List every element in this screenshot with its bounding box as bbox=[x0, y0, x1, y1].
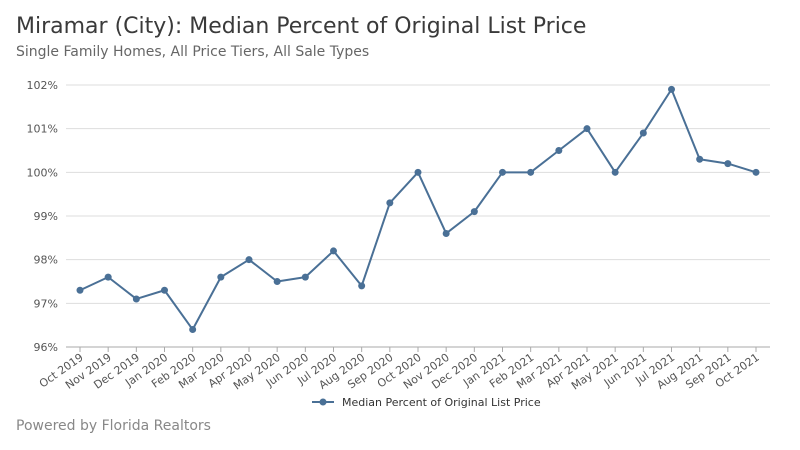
data-point[interactable] bbox=[527, 168, 535, 176]
data-point[interactable] bbox=[104, 273, 112, 281]
series-line-layer bbox=[76, 85, 760, 334]
data-point[interactable] bbox=[273, 278, 281, 285]
data-point[interactable] bbox=[555, 147, 563, 154]
y-tick-label: 102% bbox=[27, 79, 58, 92]
grid-lines bbox=[66, 84, 770, 348]
data-point[interactable] bbox=[76, 286, 84, 294]
data-point[interactable] bbox=[499, 168, 506, 176]
legend-item-label[interactable]: Median Percent of Original List Price bbox=[342, 396, 541, 409]
y-tick-label: 96% bbox=[34, 341, 58, 354]
data-point[interactable] bbox=[217, 273, 225, 281]
y-tick-label: 101% bbox=[27, 123, 58, 136]
y-tick-label: 100% bbox=[27, 166, 58, 179]
data-point[interactable] bbox=[611, 168, 619, 176]
data-point[interactable] bbox=[245, 256, 253, 264]
y-axis: 96% 97% 98% 99% 100% 101% 102% bbox=[27, 79, 58, 354]
data-point[interactable] bbox=[442, 229, 450, 237]
data-point[interactable] bbox=[724, 160, 732, 168]
y-tick-label: 97% bbox=[34, 297, 58, 310]
data-point[interactable] bbox=[668, 85, 675, 93]
data-point[interactable] bbox=[639, 129, 647, 137]
data-point[interactable] bbox=[132, 295, 140, 303]
data-point[interactable] bbox=[752, 168, 760, 176]
legend-swatch-marker bbox=[319, 398, 327, 406]
chart-title: Miramar (City): Median Percent of Origin… bbox=[16, 14, 587, 39]
data-point[interactable] bbox=[358, 282, 366, 290]
legend[interactable]: Median Percent of Original List Price bbox=[312, 396, 541, 409]
data-point[interactable] bbox=[189, 326, 197, 334]
data-point[interactable] bbox=[301, 273, 309, 281]
series-line bbox=[79, 88, 757, 331]
chart-subtitle: Single Family Homes, All Price Tiers, Al… bbox=[16, 44, 370, 60]
data-point[interactable] bbox=[583, 125, 591, 133]
data-point[interactable] bbox=[696, 155, 704, 163]
data-point[interactable] bbox=[470, 208, 478, 216]
data-point[interactable] bbox=[161, 286, 168, 294]
data-point[interactable] bbox=[330, 247, 337, 255]
y-tick-label: 98% bbox=[34, 254, 58, 267]
data-point[interactable] bbox=[414, 168, 422, 176]
y-tick-label: 99% bbox=[34, 210, 58, 223]
data-point[interactable] bbox=[386, 199, 394, 207]
footer-credit: Powered by Florida Realtors bbox=[16, 418, 211, 434]
